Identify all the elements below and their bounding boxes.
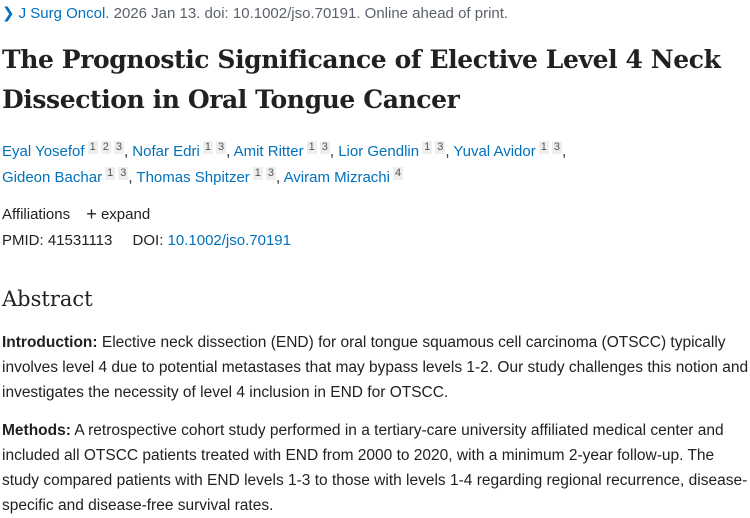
methods-label: Methods: xyxy=(2,422,71,439)
citation-details: 2026 Jan 13. doi: 10.1002/jso.70191. Onl… xyxy=(109,5,509,22)
expand-label: expand xyxy=(100,206,151,223)
affiliation-ref[interactable]: 1 xyxy=(538,141,549,154)
affiliation-ref[interactable]: 1 xyxy=(252,167,263,180)
author-link[interactable]: Aviram Mizrachi xyxy=(283,169,390,186)
affiliations-label: Affiliations xyxy=(2,206,71,223)
author-link[interactable]: Lior Gendlin xyxy=(338,143,420,160)
affiliation-ref[interactable]: 3 xyxy=(319,141,330,154)
pmid-value: 41531113 xyxy=(47,232,113,249)
affiliation-ref[interactable]: 3 xyxy=(551,141,562,154)
abstract-heading: Abstract xyxy=(2,287,93,311)
introduction-label: Introduction: xyxy=(2,334,98,351)
authors-list: Eyal Yosefof 1 2 3, Nofar Edri 1 3, Amit Ritt… xyxy=(2,141,567,186)
affiliation-ref[interactable]: 3 xyxy=(435,141,446,154)
article-title: The Prognostic Significance of Elective … xyxy=(2,45,721,114)
affiliation-ref[interactable]: 2 xyxy=(100,141,111,154)
affiliation-ref[interactable]: 1 xyxy=(202,141,213,154)
methods-text: A retrospective cohort study performed i… xyxy=(2,422,748,514)
affiliations-toggle[interactable]: Affiliations + expand xyxy=(2,204,150,225)
journal-link[interactable]: J Surg Oncol. xyxy=(18,5,110,22)
pmid-label: PMID: xyxy=(2,232,44,249)
author-link[interactable]: Eyal Yosefof xyxy=(2,143,85,160)
introduction-text: Elective neck dissection (END) for oral … xyxy=(2,334,749,401)
abstract-introduction: Introduction: Elective neck dissection (… xyxy=(2,330,750,405)
author-link[interactable]: Yuval Avidor xyxy=(453,143,536,160)
chevron-right-icon[interactable]: ❯ xyxy=(2,5,15,22)
identifiers: PMID: 41531113 DOI: 10.1002/jso.70191 xyxy=(2,232,291,249)
affiliation-ref[interactable]: 1 xyxy=(306,141,317,154)
doi-label: DOI: xyxy=(132,232,164,249)
author-link[interactable]: Amit Ritter xyxy=(233,143,304,160)
author-link[interactable]: Nofar Edri xyxy=(132,143,200,160)
doi-link[interactable]: 10.1002/jso.70191 xyxy=(167,232,291,249)
affiliation-ref[interactable]: 3 xyxy=(215,141,227,154)
abstract-methods: Methods: A retrospective cohort study pe… xyxy=(2,418,750,518)
citation: ❯ J Surg Oncol. 2026 Jan 13. doi: 10.1002… xyxy=(2,4,508,22)
affiliation-ref[interactable]: 1 xyxy=(87,141,98,154)
affiliation-ref[interactable]: 1 xyxy=(105,167,116,180)
affiliation-ref[interactable]: 4 xyxy=(392,167,404,180)
plus-icon: + xyxy=(86,204,97,224)
author-link[interactable]: Thomas Shpitzer xyxy=(136,169,250,186)
affiliation-ref[interactable]: 3 xyxy=(265,167,277,180)
affiliation-ref[interactable]: 3 xyxy=(118,167,129,180)
author-link[interactable]: Gideon Bachar xyxy=(2,169,103,186)
affiliation-ref[interactable]: 3 xyxy=(113,141,124,154)
affiliation-ref[interactable]: 1 xyxy=(422,141,433,154)
